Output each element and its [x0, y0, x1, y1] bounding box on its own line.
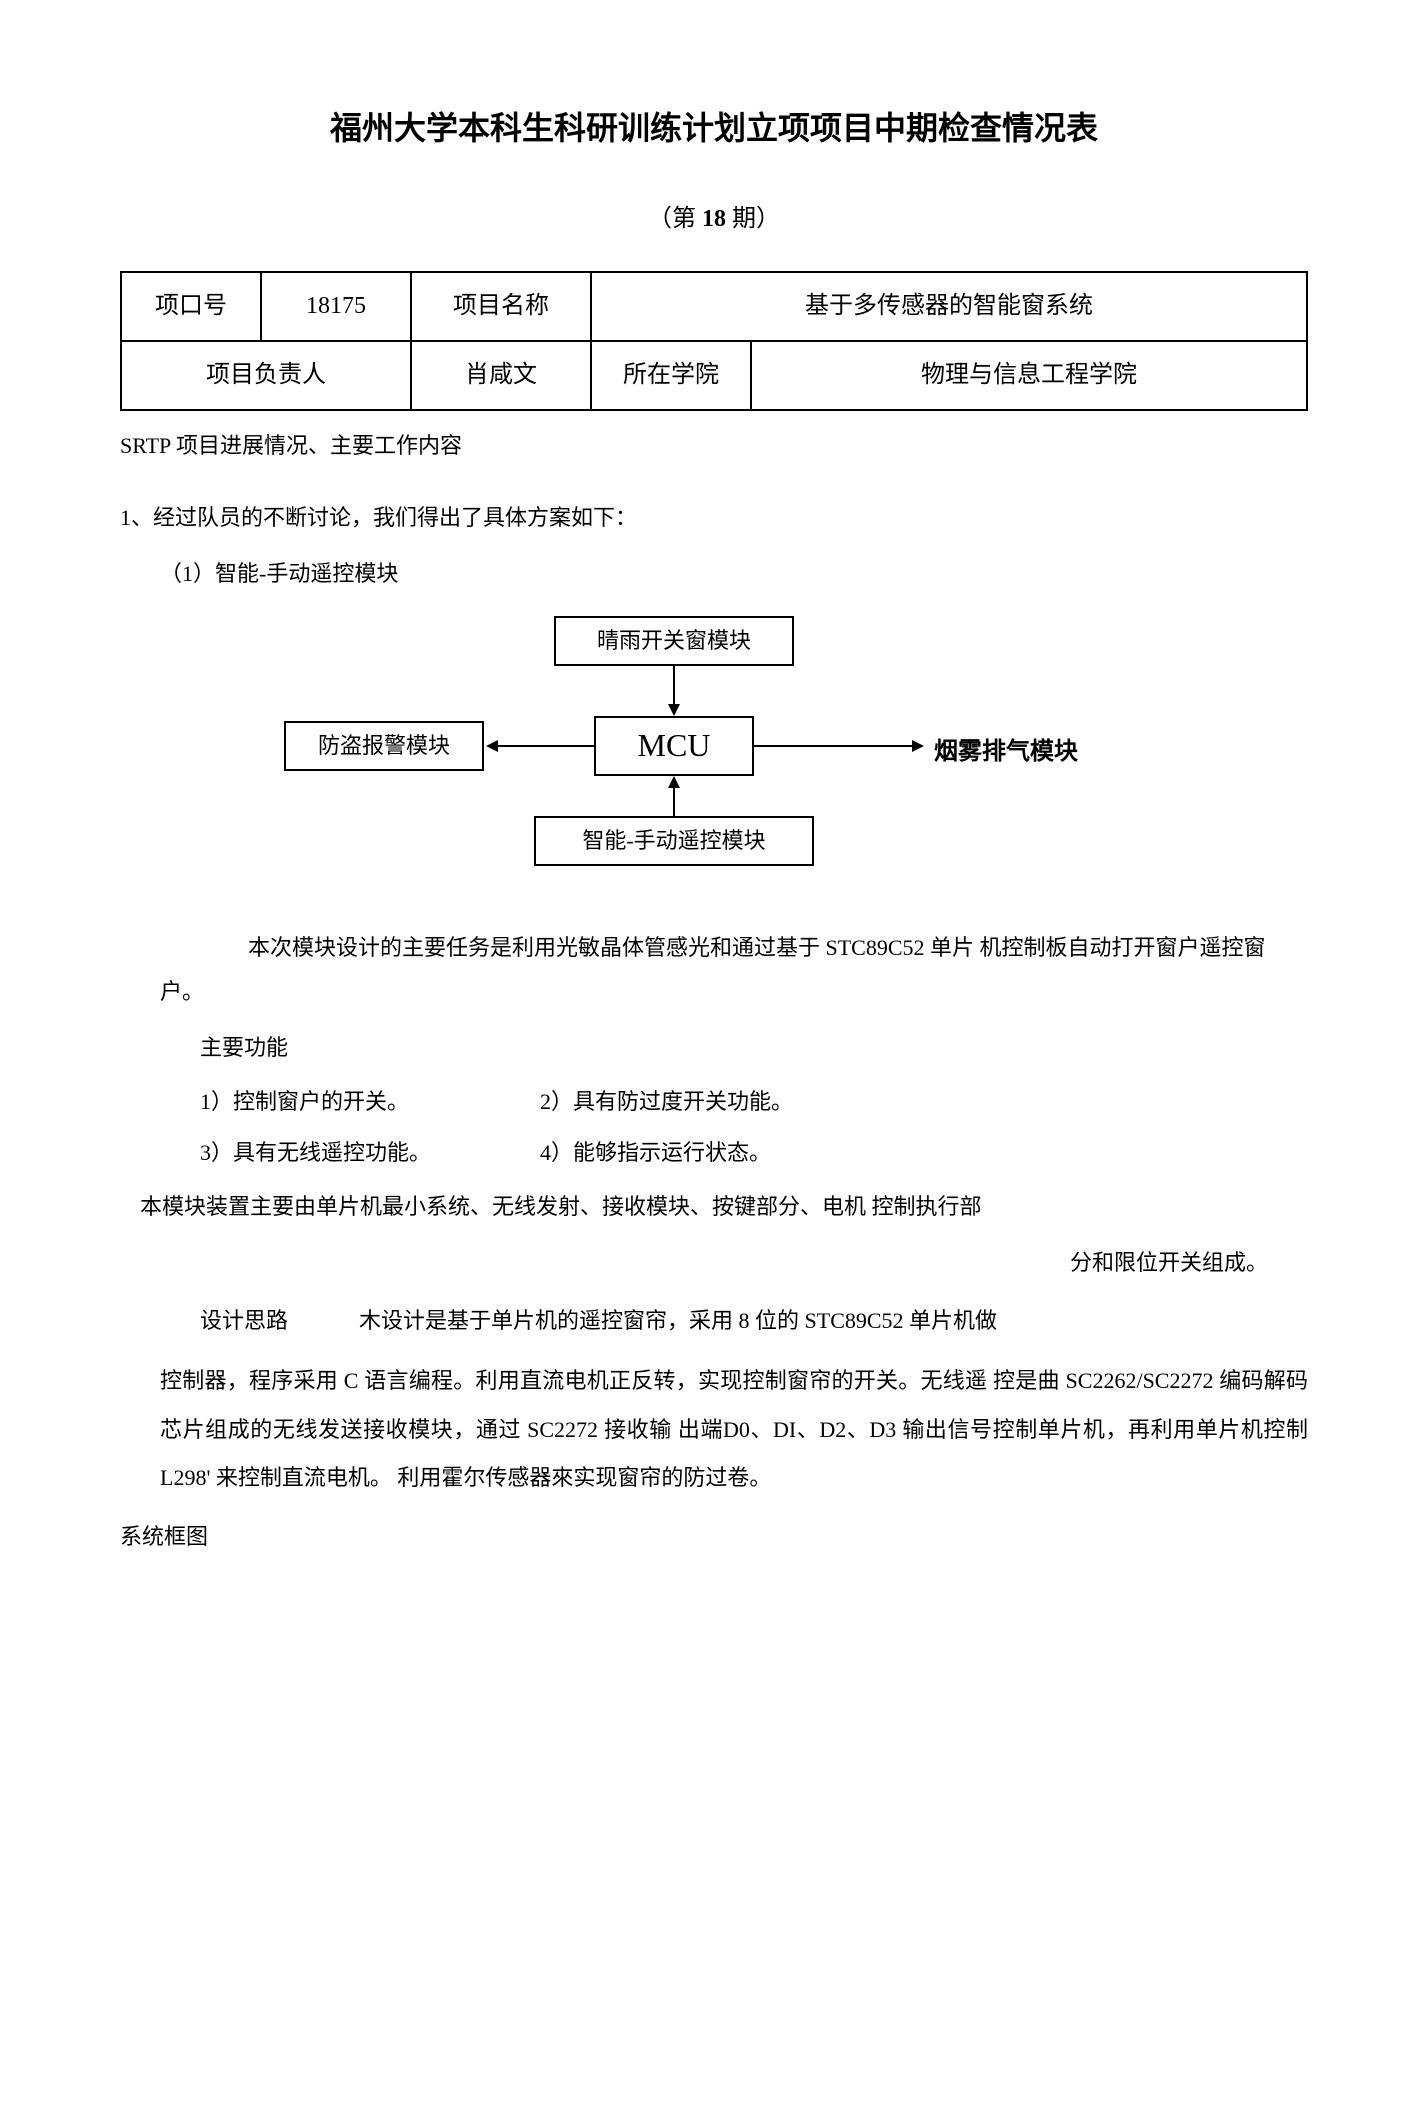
cell-project-number-label: 项口号 [121, 272, 261, 341]
subtitle-suffix: 期） [726, 206, 780, 232]
cell-college-label: 所在学院 [591, 341, 751, 410]
cell-college-value: 物理与信息工程学院 [751, 341, 1307, 410]
function-item: 3）具有无线遥控功能。 [200, 1133, 480, 1173]
diagram-connector [673, 666, 675, 706]
document-title: 福州大学本科生科研训练计划立项项目中期检查情况表 [120, 100, 1308, 158]
table-row: 项目负责人 肖咸文 所在学院 物理与信息工程学院 [121, 341, 1307, 410]
mcu-block-diagram: 晴雨开关窗模块 MCU 防盗报警模块 烟雾排气模块 智能-手动遥控模块 [264, 616, 1164, 896]
section-header: SRTP 项目进展情况、主要工作内容 [120, 426, 1308, 466]
design-label: 设计思路 [120, 1308, 288, 1333]
paragraph: 分和限位开关组成。 [120, 1241, 1308, 1285]
design-first-line: 木设计是基于单片机的遥控窗帘，采用 8 位的 STC89C52 单片机做 [359, 1308, 997, 1333]
cell-project-name-label: 项目名称 [411, 272, 591, 341]
function-item: 4）能够指示运行状态。 [540, 1133, 820, 1173]
subtitle-number: 18 [702, 206, 726, 232]
diagram-connector [496, 745, 594, 747]
paragraph: 本模块装置主要由单片机最小系统、无线发射、接收模块、按键部分、电机 控制执行部 [120, 1185, 1308, 1229]
cell-project-name-value: 基于多传感器的智能窗系统 [591, 272, 1307, 341]
paragraph: 本次模块设计的主要任务是利用光敏晶体管感光和通过基于 STC89C52 单片 机… [120, 926, 1308, 1014]
arrow-right-icon [912, 740, 924, 752]
diagram-box-left: 防盗报警模块 [284, 721, 484, 771]
arrow-up-icon [668, 776, 680, 788]
design-paragraph: 设计思路 木设计是基于单片机的遥控窗帘，采用 8 位的 STC89C52 单片机… [120, 1297, 1308, 1345]
design-body-paragraph: 控制器，程序采用 C 语言编程。利用直流电机正反转，实现控制窗帘的开关。无线遥 … [120, 1357, 1308, 1502]
diagram-box-top: 晴雨开关窗模块 [554, 616, 794, 666]
function-item: 2）具有防过度开关功能。 [540, 1082, 820, 1122]
function-item: 1）控制窗户的开关。 [200, 1082, 480, 1122]
function-row: 3）具有无线遥控功能。 4）能够指示运行状态。 [120, 1133, 1308, 1173]
paragraph-line: 1、经过队员的不断讨论，我们得出了具体方案如下： [120, 496, 1308, 540]
table-row: 项口号 18175 项目名称 基于多传感器的智能窗系统 [121, 272, 1307, 341]
diagram-label-right: 烟雾排气模块 [934, 731, 1078, 774]
paragraph-line: （1）智能-手动遥控模块 [120, 552, 1308, 596]
subtitle-prefix: （第 [648, 206, 702, 232]
document-subtitle: （第 18 期） [120, 198, 1308, 241]
cell-project-number-value: 18175 [261, 272, 411, 341]
subsection-header: 主要功能 [120, 1026, 1308, 1070]
diagram-connector [673, 786, 675, 816]
diagram-box-center: MCU [594, 716, 754, 776]
project-info-table: 项口号 18175 项目名称 基于多传感器的智能窗系统 项目负责人 肖咸文 所在… [120, 271, 1308, 411]
diagram-box-bottom: 智能-手动遥控模块 [534, 816, 814, 866]
system-diagram-label: 系统框图 [120, 1515, 1308, 1559]
function-row: 1）控制窗户的开关。 2）具有防过度开关功能。 [120, 1082, 1308, 1122]
arrow-left-icon [486, 740, 498, 752]
cell-leader-label: 项目负责人 [121, 341, 411, 410]
arrow-down-icon [668, 704, 680, 716]
diagram-connector [754, 745, 914, 747]
cell-leader-value: 肖咸文 [411, 341, 591, 410]
